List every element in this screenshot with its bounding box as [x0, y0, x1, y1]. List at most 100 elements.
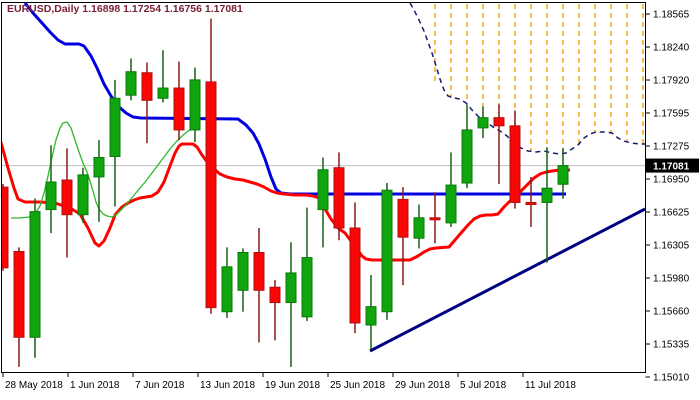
- candle-body: [29, 211, 41, 338]
- candle-body: [285, 272, 297, 304]
- candle: [317, 157, 329, 248]
- candle: [13, 247, 25, 367]
- candle: [141, 62, 153, 144]
- support-trendline[interactable]: [369, 207, 645, 353]
- candle: [461, 104, 473, 189]
- candle: [285, 242, 297, 367]
- price-tick-label: 1.18240: [653, 43, 690, 54]
- candle: [509, 110, 521, 209]
- date-tick-label: 1 Jun 2018: [70, 380, 120, 391]
- candle: [173, 61, 185, 141]
- current-price-value: 1.17081: [653, 162, 690, 173]
- candle-body: [61, 179, 73, 216]
- candle-body: [93, 157, 105, 178]
- candle: [189, 67, 201, 143]
- candle-body: [397, 198, 409, 238]
- candle-body: [413, 217, 425, 239]
- ma-red-line: [2, 140, 570, 262]
- price-tick-label: 1.15660: [653, 307, 690, 318]
- candle: [413, 204, 425, 249]
- date-tick-label: 19 Jun 2018: [265, 380, 320, 391]
- candle: [45, 145, 57, 234]
- candle: [301, 207, 313, 321]
- candle-body: [445, 184, 457, 224]
- price-tick-label: 1.17595: [653, 109, 690, 120]
- candle: [93, 140, 105, 222]
- candle-body: [525, 201, 537, 205]
- candle: [253, 227, 265, 343]
- candle-body: [237, 251, 249, 291]
- price-tick-label: 1.15980: [653, 274, 690, 285]
- date-tick-label: 13 Jun 2018: [200, 380, 255, 391]
- candle: [2, 184, 9, 271]
- candle-body: [157, 87, 169, 99]
- candle: [125, 58, 137, 101]
- candle-body: [13, 250, 25, 338]
- candle-body: [317, 169, 329, 211]
- candle-body: [2, 186, 9, 269]
- candle-body: [221, 266, 233, 313]
- ma-green-line: [11, 121, 195, 219]
- candle-body: [301, 257, 313, 318]
- candle-body: [557, 165, 569, 185]
- candle-body: [541, 187, 553, 203]
- candle-body: [493, 117, 505, 127]
- date-tick-label: 11 Jul 2018: [525, 380, 576, 391]
- candle: [541, 147, 553, 263]
- candle-body: [205, 81, 217, 309]
- plot-border: [1, 2, 646, 373]
- candle: [157, 50, 169, 103]
- candle: [77, 167, 89, 223]
- date-tick-label: 25 Jun 2018: [330, 380, 385, 391]
- candle: [109, 79, 121, 207]
- date-tick-label: 28 May 2018: [5, 380, 63, 391]
- price-tick-label: 1.16950: [653, 175, 690, 186]
- candle: [365, 274, 377, 350]
- candle: [221, 247, 233, 318]
- candle: [29, 198, 41, 358]
- price-tick-label: 1.18565: [653, 10, 690, 21]
- date-tick-label: 5 Jul 2018: [460, 380, 507, 391]
- candle: [237, 248, 249, 312]
- candle-body: [269, 286, 281, 304]
- candle-body: [461, 129, 473, 184]
- price-tick-label: 1.16305: [653, 241, 690, 252]
- candle-body: [141, 72, 153, 101]
- date-axis[interactable]: 28 May 2018 1 Jun 2018 7 Jun 2018 13 Jun 20…: [2, 373, 576, 391]
- candle-body: [109, 97, 121, 157]
- plot-area[interactable]: [0, 2, 645, 367]
- date-tick-label: 29 Jun 2018: [395, 380, 450, 391]
- candle: [493, 104, 505, 185]
- candle: [525, 176, 537, 227]
- candle-body: [253, 251, 265, 291]
- date-tick-label: 7 Jun 2018: [135, 380, 185, 391]
- candle: [557, 147, 569, 199]
- candle-body: [381, 189, 393, 313]
- current-price-tag: 1.17081: [646, 158, 699, 173]
- candle: [477, 106, 489, 139]
- candle: [397, 187, 409, 286]
- candle: [205, 18, 217, 314]
- ma-blue-line: [23, 2, 566, 196]
- candle-body: [45, 181, 57, 211]
- price-tick-label: 1.15335: [653, 340, 690, 351]
- price-tick-label: 1.15010: [653, 373, 690, 384]
- candle: [445, 152, 457, 227]
- candle-body: [333, 167, 345, 229]
- candle: [269, 280, 281, 341]
- candle-body: [77, 174, 89, 216]
- candle-body: [189, 79, 201, 131]
- price-tick-label: 1.16625: [653, 208, 690, 219]
- price-tick-label: 1.17920: [653, 76, 690, 87]
- candle-body: [429, 217, 441, 221]
- candle: [429, 192, 441, 244]
- price-axis[interactable]: 1.18565 1.18240 1.17920 1.17595 1.17275 1.169…: [645, 10, 690, 384]
- chart-ohlc-title: EURUSD,Daily 1.16898 1.17254 1.16756 1.1…: [7, 3, 243, 15]
- candle-body: [477, 117, 489, 129]
- candle: [61, 148, 73, 258]
- candle-body: [125, 71, 137, 96]
- candle: [333, 152, 345, 241]
- candle-body: [173, 87, 185, 131]
